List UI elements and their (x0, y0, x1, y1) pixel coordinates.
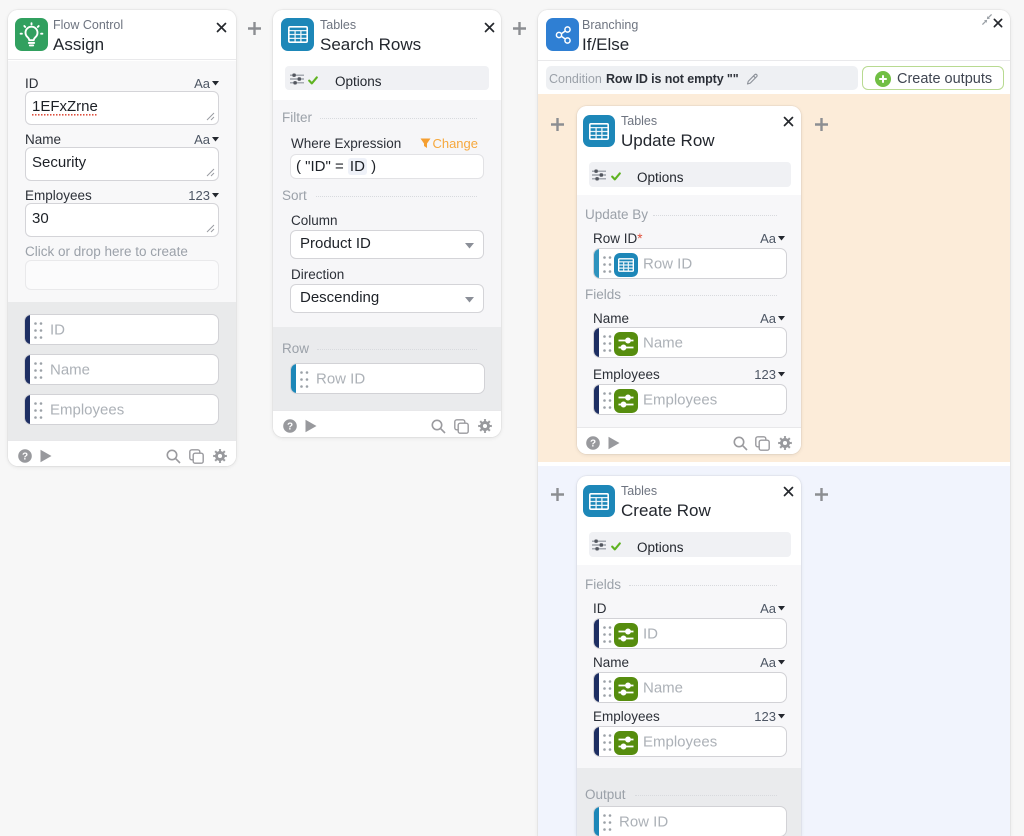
svg-text:?: ? (287, 422, 293, 433)
svg-text:?: ? (22, 452, 28, 463)
svg-text:?: ? (590, 439, 596, 450)
